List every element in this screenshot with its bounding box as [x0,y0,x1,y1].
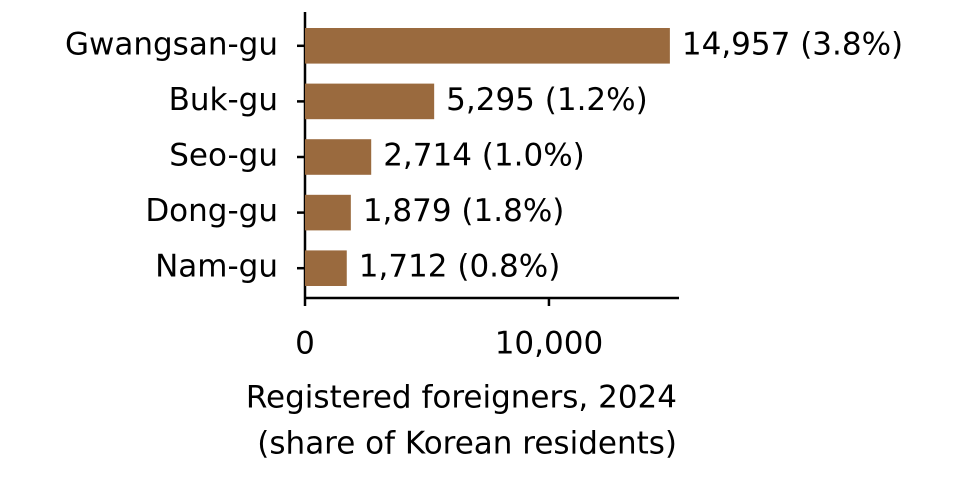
value-label: 1,712 (0.8%) [359,249,561,285]
x-axis-label: Registered foreigners, 2024 [246,380,677,416]
y-tick-label: Seo-gu [169,138,278,174]
value-label: 14,957 (3.8%) [682,26,903,62]
x-axis-label: (share of Korean residents) [257,426,677,462]
value-label: 1,879 (1.8%) [363,193,565,229]
bar [305,250,347,286]
bar [305,28,670,64]
x-tick-label: 0 [295,326,315,362]
y-tick-label: Nam-gu [155,249,278,285]
value-label: 2,714 (1.0%) [383,138,585,174]
y-tick-label: Buk-gu [169,82,278,118]
x-tick-label: 10,000 [495,326,603,362]
y-tick-label: Dong-gu [145,193,278,229]
y-tick-label: Gwangsan-gu [65,26,278,62]
bar [305,83,435,120]
bar [305,194,351,231]
bar [305,139,372,175]
value-label: 5,295 (1.2%) [446,82,648,118]
